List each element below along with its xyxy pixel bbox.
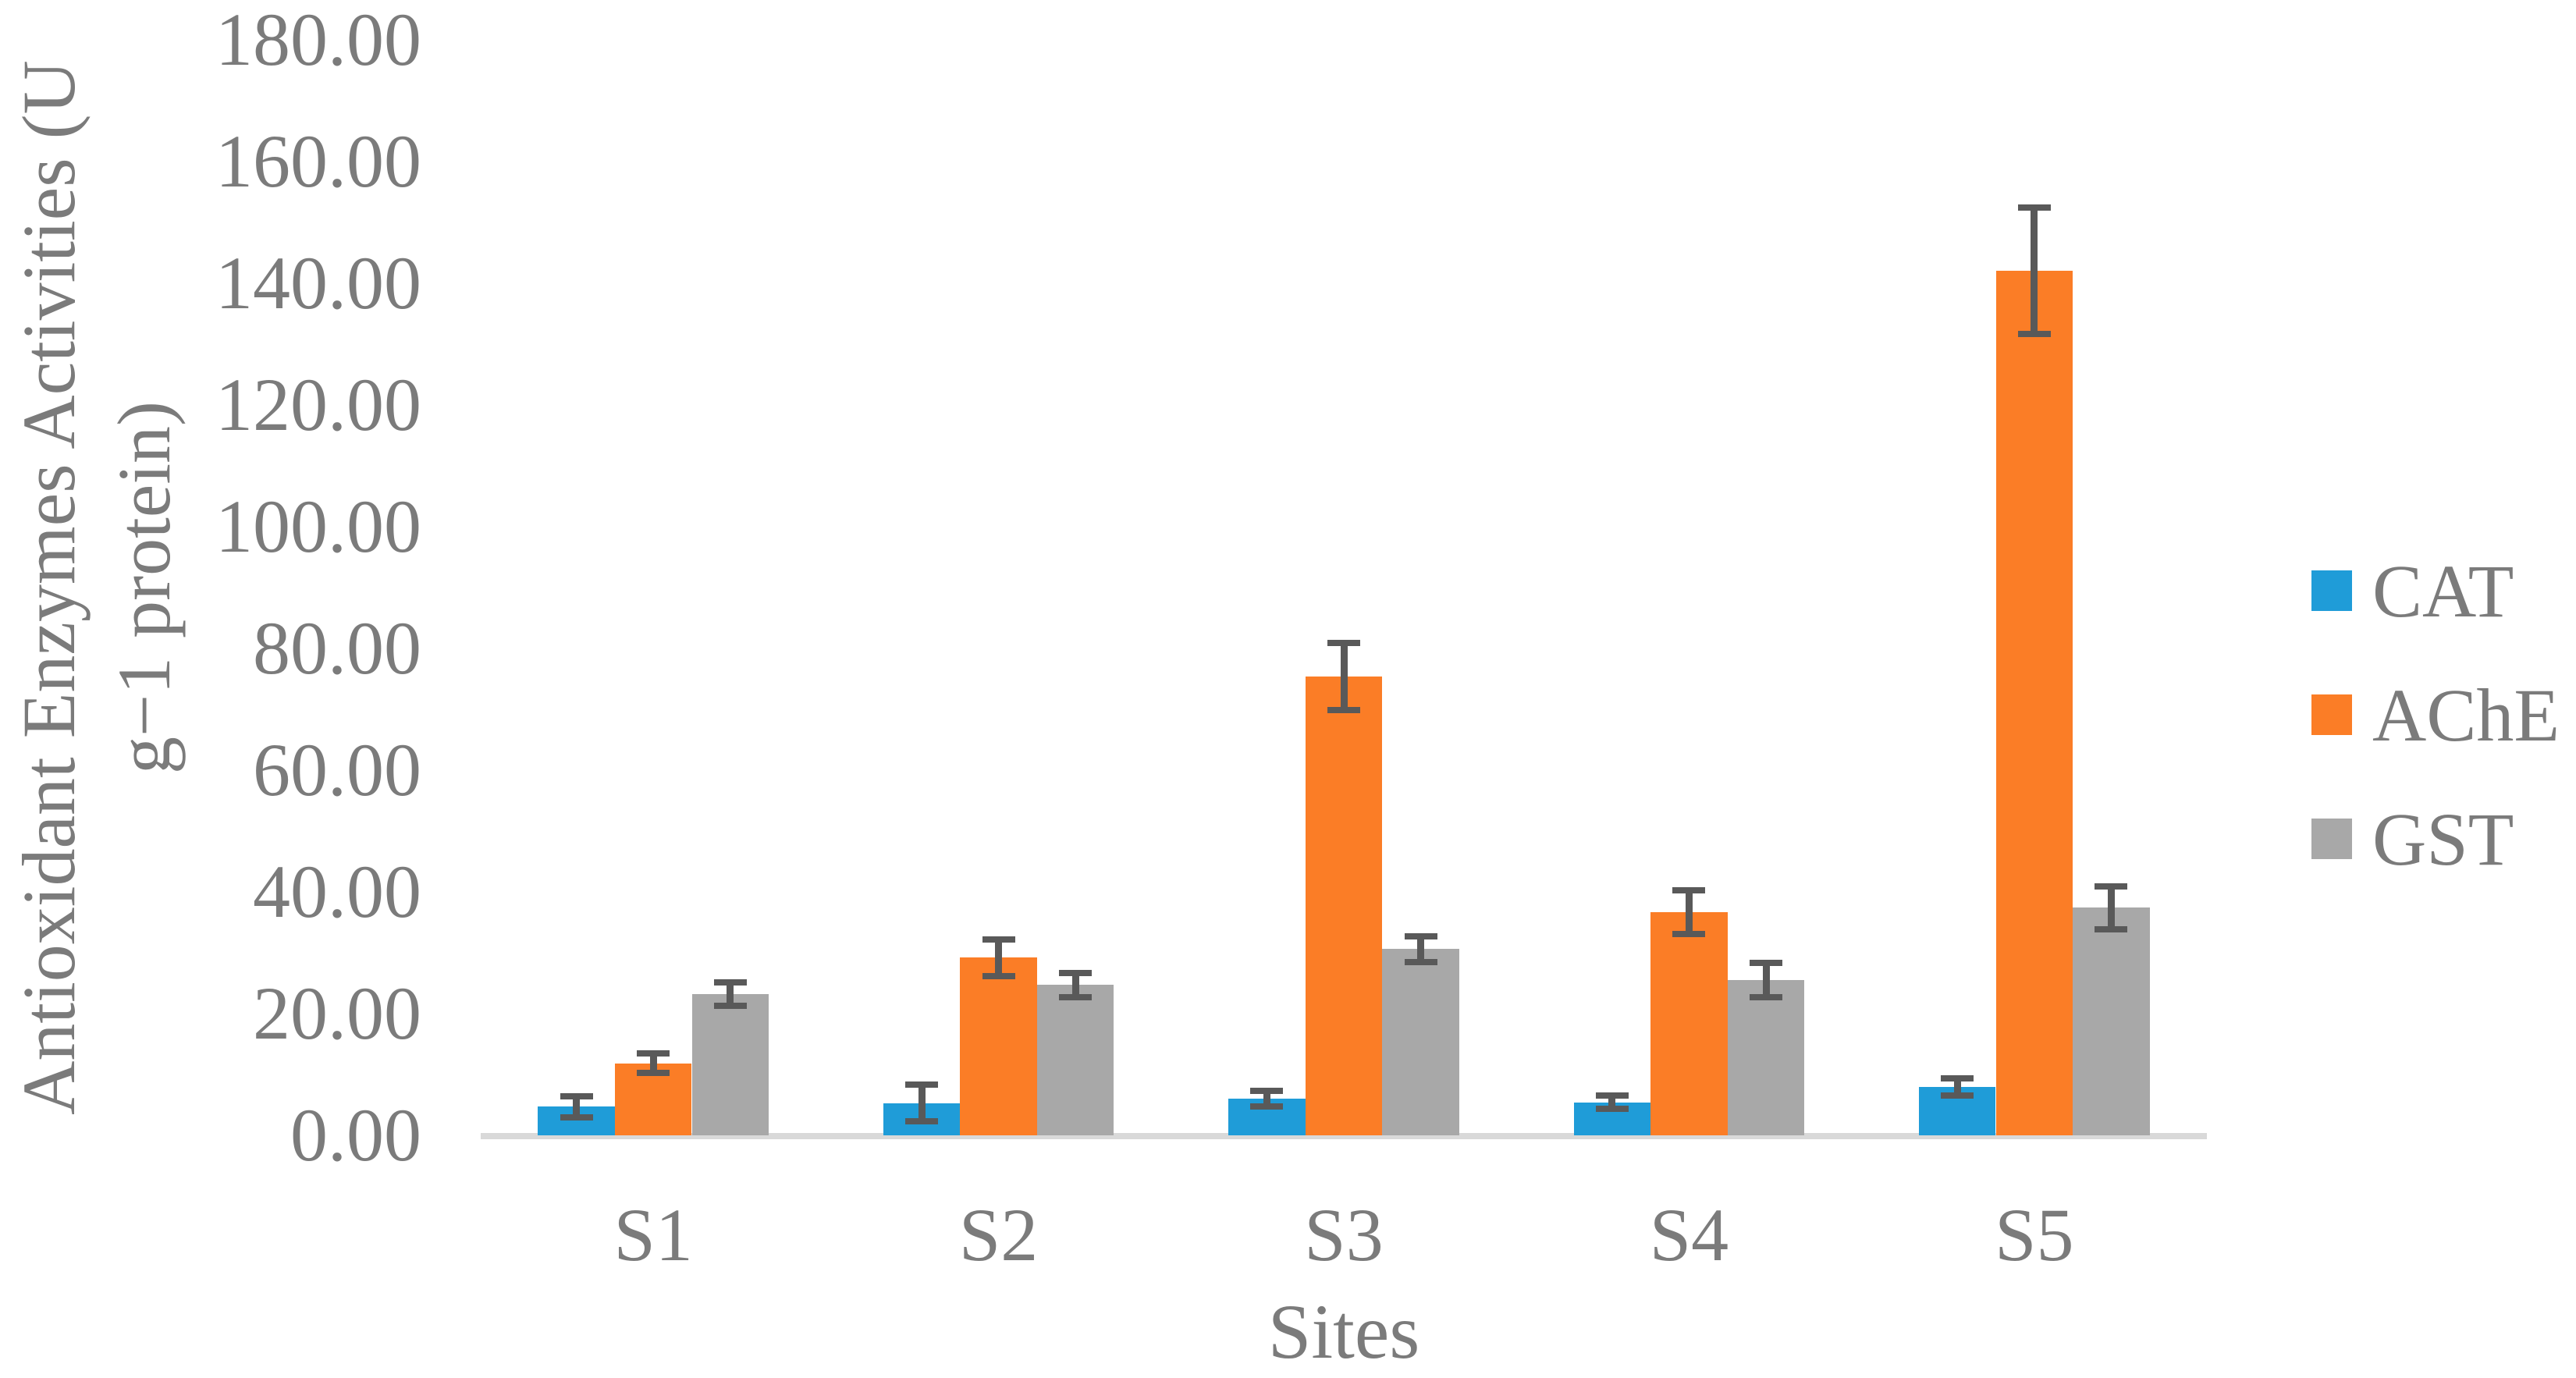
x-tick-label-s2: S2 xyxy=(958,1193,1039,1277)
bar-ache-s5 xyxy=(1995,270,2073,1135)
y-tick-label: 160.00 xyxy=(215,119,421,203)
x-tick-label-s4: S4 xyxy=(1649,1193,1729,1277)
error-bar-cap-top xyxy=(905,1081,938,1089)
y-tick-label: 60.00 xyxy=(253,728,421,812)
error-bar-line xyxy=(2107,886,2115,929)
y-tick-label: 100.00 xyxy=(215,485,421,568)
y-tick-label: 80.00 xyxy=(253,606,421,690)
bar-ache-s4 xyxy=(1650,911,1728,1135)
error-bar-cap-bottom xyxy=(1404,958,1437,965)
error-bar-cap-bottom xyxy=(1750,993,1782,1000)
error-bar-cap-top xyxy=(1327,639,1360,646)
error-bar-cap-top xyxy=(1750,960,1782,967)
x-axis-line xyxy=(481,1133,2207,1139)
error-bar-cap-bottom xyxy=(713,1002,747,1009)
bar-gst-s4 xyxy=(1727,980,1805,1135)
error-bar-cap-top xyxy=(982,936,1015,943)
error-bar-cap-bottom xyxy=(1941,1092,1974,1099)
bar-ache-s3 xyxy=(1305,676,1383,1135)
error-bar-cap-top xyxy=(2017,204,2051,211)
error-bar-cap-bottom xyxy=(1059,993,1093,1000)
error-bar-line xyxy=(995,939,1003,976)
legend-swatch-ache-icon xyxy=(2311,694,2352,735)
error-bar-line xyxy=(1340,642,1348,710)
error-bar-cap-top xyxy=(1595,1092,1629,1099)
error-bar-cap-bottom xyxy=(560,1113,593,1121)
x-tick-label-s5: S5 xyxy=(1995,1193,2074,1277)
error-bar-line xyxy=(918,1085,926,1122)
error-bar-line xyxy=(573,1096,581,1117)
legend-entry-gst: GST xyxy=(2311,792,2514,886)
bar-ache-s2 xyxy=(960,957,1037,1135)
y-tick-label: 180.00 xyxy=(215,0,421,81)
legend-entry-cat: CAT xyxy=(2311,544,2514,638)
error-bar-cap-top xyxy=(1672,886,1706,893)
bar-gst-s3 xyxy=(1382,949,1459,1135)
y-tick-label: 140.00 xyxy=(215,241,421,325)
error-bar-cap-top xyxy=(1941,1075,1974,1082)
y-tick-label: 120.00 xyxy=(215,363,421,446)
legend-entry-ache: AChE xyxy=(2311,668,2560,762)
error-bar-line xyxy=(1685,890,1693,934)
error-bar-cap-bottom xyxy=(1595,1106,1629,1113)
error-bar-cap-top xyxy=(560,1093,593,1100)
bar-gst-s1 xyxy=(691,994,769,1135)
error-bar-line xyxy=(1608,1096,1616,1110)
error-bar-cap-bottom xyxy=(1250,1103,1284,1110)
error-bar-cap-top xyxy=(637,1050,670,1057)
legend-swatch-cat-icon xyxy=(2311,570,2352,611)
y-tick-label: 40.00 xyxy=(253,850,421,933)
y-tick-label: 20.00 xyxy=(253,971,421,1055)
error-bar-cap-bottom xyxy=(2017,330,2051,337)
error-bar-cap-top xyxy=(1404,932,1437,939)
legend-label-gst: GST xyxy=(2372,797,2514,881)
legend-label-cat: CAT xyxy=(2372,549,2514,633)
y-axis-title-line1: Antioxidant Enzymes Activities (U xyxy=(7,60,91,1115)
error-bar-cap-bottom xyxy=(637,1070,670,1077)
y-tick-label: 0.00 xyxy=(290,1093,421,1177)
error-bar-cap-top xyxy=(2095,883,2128,890)
error-bar-cap-bottom xyxy=(1327,706,1360,713)
error-bar-line xyxy=(727,982,734,1006)
error-bar-line xyxy=(2031,207,2038,334)
error-bar-cap-bottom xyxy=(905,1118,938,1125)
error-bar-cap-bottom xyxy=(1672,930,1706,937)
error-bar-line xyxy=(1263,1091,1270,1107)
legend-swatch-gst-icon xyxy=(2311,819,2352,859)
x-tick-label-s3: S3 xyxy=(1304,1193,1384,1277)
error-bar-line xyxy=(1417,936,1425,962)
bar-gst-s5 xyxy=(2073,907,2150,1135)
error-bar-cap-bottom xyxy=(982,972,1015,979)
error-bar-cap-top xyxy=(713,979,747,986)
error-bar-cap-top xyxy=(1059,969,1093,976)
error-bar-line xyxy=(1953,1078,1961,1096)
error-bar-line xyxy=(1762,963,1770,997)
error-bar-line xyxy=(1071,972,1079,997)
x-axis-title: Sites xyxy=(1267,1288,1420,1375)
bar-gst-s2 xyxy=(1036,985,1114,1135)
x-tick-label-s1: S1 xyxy=(613,1193,693,1277)
error-bar-cap-bottom xyxy=(2095,925,2128,932)
error-bar-cap-top xyxy=(1250,1088,1284,1095)
error-bar-line xyxy=(649,1053,657,1074)
legend-label-ache: AChE xyxy=(2372,673,2560,757)
